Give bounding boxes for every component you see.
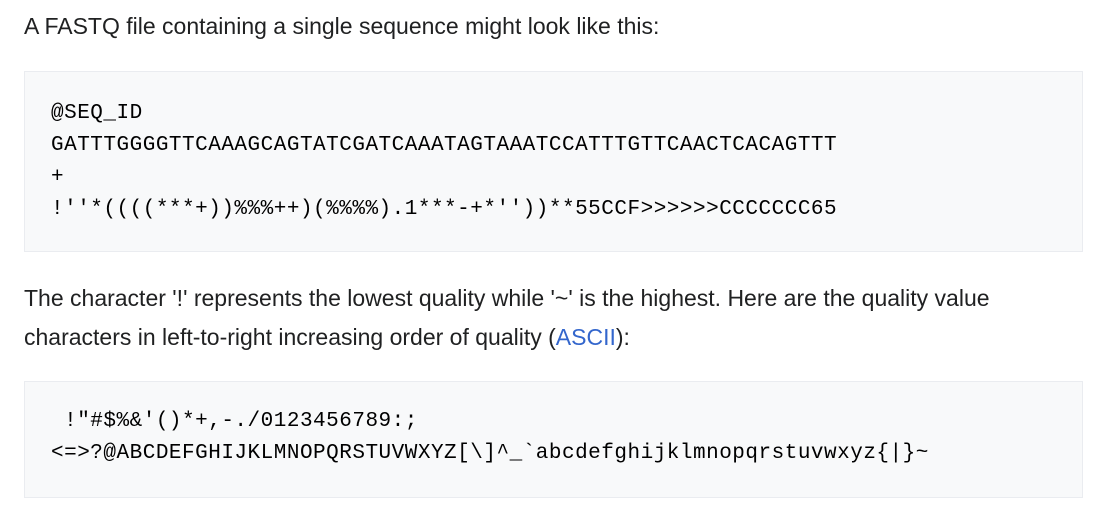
fastq-separator-line: + bbox=[51, 166, 65, 189]
quality-text-end: ): bbox=[615, 324, 630, 350]
ascii-quality-code-block: !"#$%&'()*+,-./0123456789:; <=>?@ABCDEFG… bbox=[24, 381, 1083, 498]
quality-description-paragraph: The character '!' represents the lowest … bbox=[24, 279, 990, 357]
ascii-line-1: !"#$%&'()*+,-./0123456789:; bbox=[51, 410, 418, 433]
intro-paragraph: A FASTQ file containing a single sequenc… bbox=[24, 13, 660, 39]
fastq-header-line: @SEQ_ID bbox=[51, 102, 143, 125]
quality-text-line1: The character '!' represents the lowest … bbox=[24, 285, 990, 311]
quality-text-line2: characters in left-to-right increasing o… bbox=[24, 324, 556, 350]
ascii-line-2: <=>?@ABCDEFGHIJKLMNOPQRSTUVWXYZ[\]^_`abc… bbox=[51, 442, 929, 465]
fastq-quality-line: !''*((((***+))%%%++)(%%%%).1***-+*''))**… bbox=[51, 198, 838, 221]
fastq-sequence-line: GATTTGGGGTTCAAAGCAGTATCGATCAAATAGTAAATCC… bbox=[51, 134, 838, 157]
ascii-link[interactable]: ASCII bbox=[555, 324, 616, 350]
fastq-example-code-block: @SEQ_ID GATTTGGGGTTCAAAGCAGTATCGATCAAATA… bbox=[24, 71, 1083, 252]
